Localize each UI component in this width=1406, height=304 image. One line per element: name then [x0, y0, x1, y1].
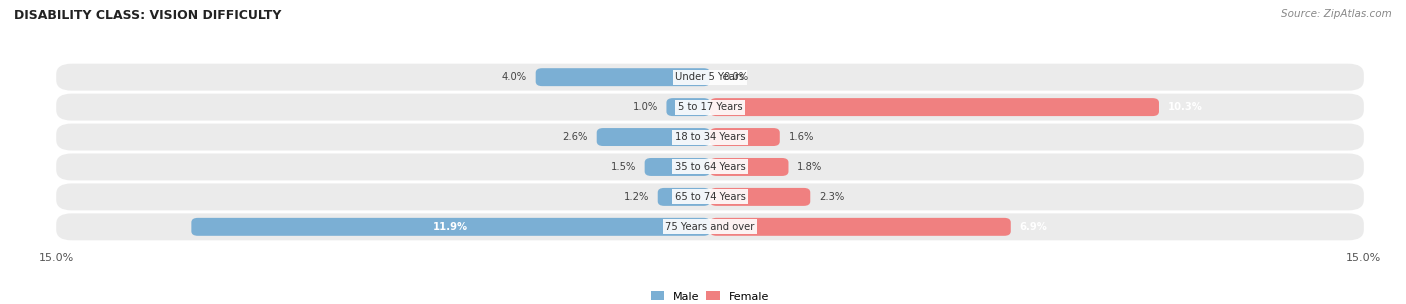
Text: 11.9%: 11.9%: [433, 222, 468, 232]
FancyBboxPatch shape: [710, 188, 810, 206]
FancyBboxPatch shape: [666, 98, 710, 116]
Text: 0.0%: 0.0%: [723, 72, 748, 82]
FancyBboxPatch shape: [710, 158, 789, 176]
FancyBboxPatch shape: [710, 128, 780, 146]
Text: 18 to 34 Years: 18 to 34 Years: [675, 132, 745, 142]
FancyBboxPatch shape: [56, 64, 1364, 91]
FancyBboxPatch shape: [56, 154, 1364, 181]
Text: Source: ZipAtlas.com: Source: ZipAtlas.com: [1281, 9, 1392, 19]
FancyBboxPatch shape: [710, 218, 1011, 236]
Text: 1.8%: 1.8%: [797, 162, 823, 172]
Text: 4.0%: 4.0%: [502, 72, 527, 82]
Text: 1.2%: 1.2%: [624, 192, 650, 202]
FancyBboxPatch shape: [644, 158, 710, 176]
FancyBboxPatch shape: [56, 213, 1364, 240]
FancyBboxPatch shape: [56, 183, 1364, 210]
FancyBboxPatch shape: [191, 218, 710, 236]
FancyBboxPatch shape: [56, 94, 1364, 121]
Text: 1.6%: 1.6%: [789, 132, 814, 142]
FancyBboxPatch shape: [710, 98, 1159, 116]
FancyBboxPatch shape: [596, 128, 710, 146]
Legend: Male, Female: Male, Female: [647, 287, 773, 304]
Text: 1.0%: 1.0%: [633, 102, 658, 112]
Text: 2.3%: 2.3%: [818, 192, 844, 202]
Text: 65 to 74 Years: 65 to 74 Years: [675, 192, 745, 202]
FancyBboxPatch shape: [658, 188, 710, 206]
Text: 75 Years and over: 75 Years and over: [665, 222, 755, 232]
Text: 1.5%: 1.5%: [610, 162, 636, 172]
Text: 5 to 17 Years: 5 to 17 Years: [678, 102, 742, 112]
Text: Under 5 Years: Under 5 Years: [675, 72, 745, 82]
Text: 2.6%: 2.6%: [562, 132, 588, 142]
Text: 10.3%: 10.3%: [1167, 102, 1202, 112]
Text: 6.9%: 6.9%: [1019, 222, 1047, 232]
FancyBboxPatch shape: [56, 123, 1364, 150]
Text: DISABILITY CLASS: VISION DIFFICULTY: DISABILITY CLASS: VISION DIFFICULTY: [14, 9, 281, 22]
FancyBboxPatch shape: [536, 68, 710, 86]
Text: 35 to 64 Years: 35 to 64 Years: [675, 162, 745, 172]
